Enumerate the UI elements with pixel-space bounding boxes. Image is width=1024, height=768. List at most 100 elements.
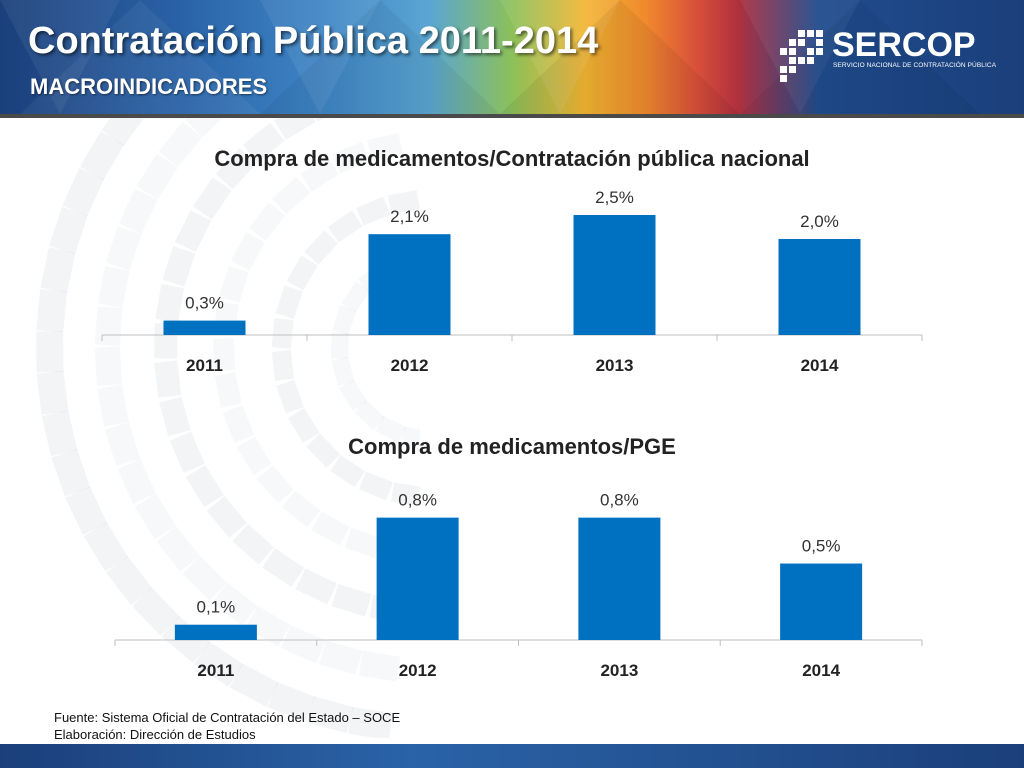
bg-tile [262,548,305,587]
bg-tile [304,230,339,265]
bg-tile [267,681,316,723]
bg-tile [344,527,382,559]
bg-tile [175,210,212,252]
bg-tile [367,133,403,161]
bg-tile [295,568,338,605]
bg-tile [105,555,153,605]
bg-tile [331,584,372,617]
bg-tile [83,522,129,572]
bg-tile [356,196,391,226]
category-label: 2013 [600,661,638,680]
bg-tile [354,399,386,431]
footer-elaboration: Elaboración: Dirección de Estudios [54,727,256,742]
chart-plot: 0,1% 2011 0,8% 2012 0,8% 2013 0,5% 2014 [114,491,923,680]
logo-text: SERCOP [832,26,976,64]
bg-tile [242,122,285,163]
data-label: 2,1% [390,207,429,226]
bg-tile [36,289,68,333]
bg-tile [319,640,363,675]
bg-tile [231,232,265,271]
category-label: 2012 [391,356,429,375]
bg-tile [97,384,129,427]
bg-tile [101,118,148,147]
bar [368,234,451,335]
chart-plot: 0,3% 2011 2,1% 2012 2,5% 2013 2,0% 2014 [101,188,923,375]
background-pattern [36,118,420,738]
bar [174,624,257,640]
bg-tile [117,458,156,504]
bg-tile [388,190,420,215]
bg-tile [287,408,320,443]
bg-tile [307,696,354,734]
data-label: 0,8% [600,491,639,510]
bg-tile [274,118,316,140]
bg-tile [331,332,349,359]
bg-tile [330,455,366,488]
bg-tile [184,118,230,138]
bg-tile [332,305,357,336]
bg-tile [134,493,176,540]
bg-tile [41,410,78,457]
bg-tile [192,177,232,220]
bar [780,563,863,640]
data-label: 0,3% [185,294,224,313]
category-label: 2014 [801,356,839,375]
chart-medicamentos-contratacion: Compra de medicamentos/Contratación públ… [0,140,1024,390]
bg-tile [275,285,303,319]
bg-tile [118,188,158,235]
bar [376,517,459,640]
bg-tile [359,471,394,501]
bg-tile [300,156,339,192]
category-label: 2013 [596,356,634,375]
bg-tile [236,436,272,475]
bg-tile [332,141,370,174]
sercop-logo: SERCOP SERVICIO NACIONAL DE CONTRATACIÓN… [772,26,996,86]
bg-tile [49,206,88,255]
bg-tile [282,490,321,528]
bg-tile [162,246,196,287]
bg-tile [51,448,91,497]
bg-tile [280,625,326,664]
bg-tile [348,706,393,738]
bg-tile [105,226,142,271]
header-divider [0,114,1024,118]
bg-tile [222,405,255,443]
bg-tile [80,131,125,181]
bg-tile [185,465,224,507]
bg-tile [40,247,76,294]
bg-tile [248,202,286,241]
page-subtitle: MACROINDICADORES [30,74,268,99]
page-title: Contratación Pública 2011-2014 [28,20,599,62]
bg-tile [94,346,122,386]
bg-tile [271,318,294,349]
chart-title: Compra de medicamentos/Contratación públ… [214,146,810,171]
bg-tile [232,523,275,565]
bg-tile [158,121,203,167]
bg-tile [358,650,401,682]
data-label: 0,8% [398,491,437,510]
category-label: 2012 [399,661,437,680]
bg-tile [62,168,104,217]
bg-tile [65,486,108,535]
bg-tile [97,265,130,308]
bg-tile [391,482,420,506]
bar [573,215,656,335]
bg-tile [132,587,180,636]
bg-tile [331,356,355,387]
bg-tile [155,284,185,323]
bg-tile [339,379,368,411]
bg-tile [154,360,182,398]
bg-tile [286,255,318,291]
footer-source: Fuente: Sistema Oficial de Contratación … [54,710,401,725]
bg-tile [271,349,295,381]
bg-tile [36,370,69,415]
category-label: 2011 [197,661,234,680]
bg-tile [245,605,291,647]
bg-tile [212,582,258,626]
bg-tile [182,556,228,601]
bg-tile [206,496,248,538]
header-banner: Contratación Pública 2011-2014 MACROINDI… [0,0,1024,114]
bg-tile [214,371,242,408]
data-label: 0,5% [802,537,841,556]
bg-tile [229,663,279,707]
